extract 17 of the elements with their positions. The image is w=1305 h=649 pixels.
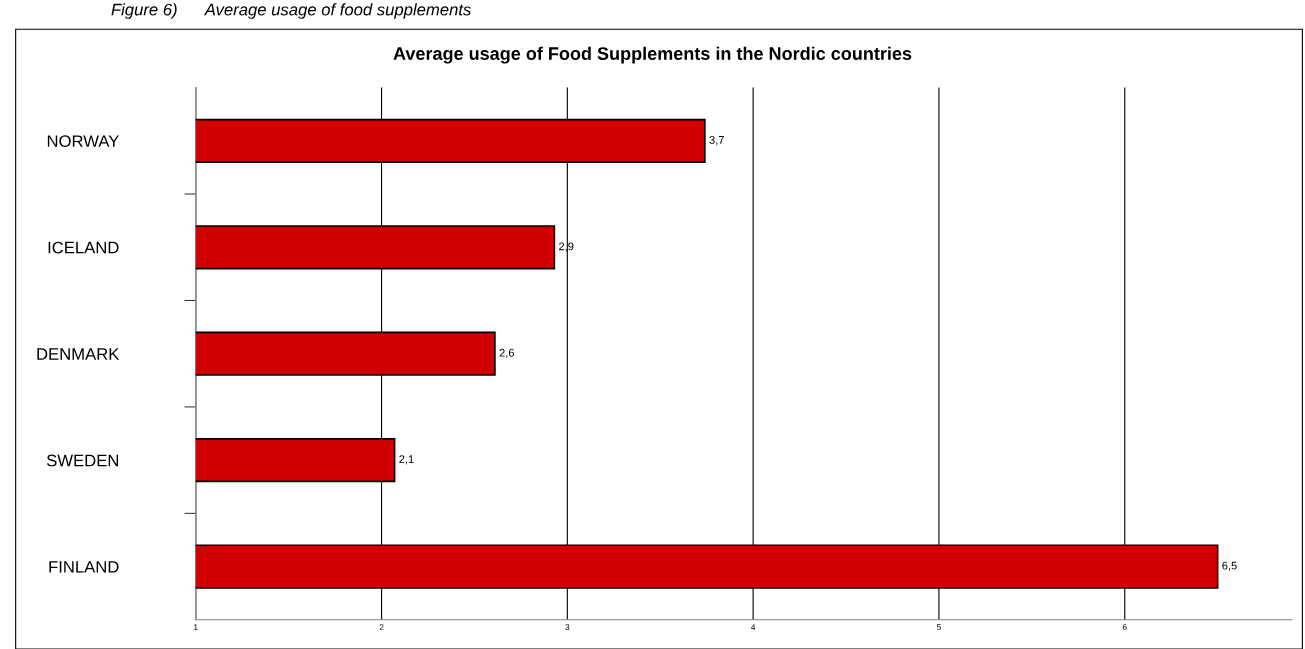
x-tick-label: 2 bbox=[379, 624, 384, 630]
y-tick-label: ICELAND bbox=[48, 241, 119, 254]
x-tick-label: 4 bbox=[751, 624, 756, 630]
y-tick-label: DENMARK bbox=[37, 348, 120, 360]
chart-title: Average usage of Food Supplements in the Nordic countries bbox=[393, 46, 912, 64]
x-tick-label: 1 bbox=[194, 624, 198, 630]
x-tick-label: 6 bbox=[1122, 624, 1127, 631]
y-tick-label: NORWAY bbox=[47, 135, 119, 148]
x-tick-label: 3 bbox=[565, 624, 570, 631]
y-tick-label: FINLAND bbox=[49, 561, 119, 573]
x-tick-label: 5 bbox=[936, 624, 941, 631]
caption: Figure 6) Average usage of food supplements bbox=[111, 3, 471, 19]
data-label: 6,5 bbox=[1222, 561, 1237, 571]
data-label: 2,1 bbox=[399, 455, 414, 465]
data-label: 2,6 bbox=[499, 348, 515, 358]
y-tick-label: SWEDEN bbox=[46, 454, 118, 467]
data-label: 3,7 bbox=[709, 135, 724, 146]
